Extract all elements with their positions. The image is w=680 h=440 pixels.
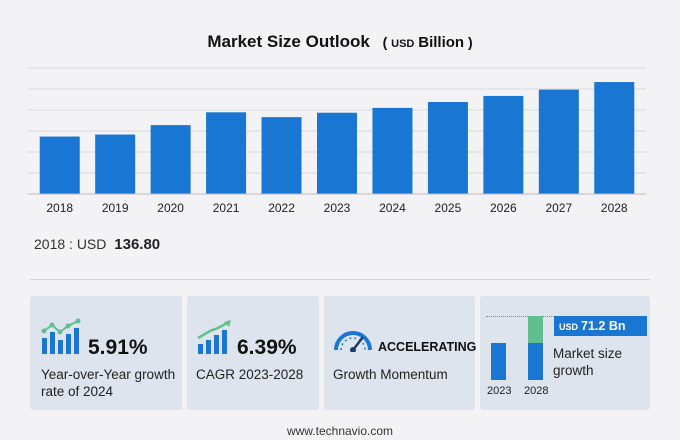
growth-bar-2023	[491, 343, 506, 380]
growth-description: Market size growth	[553, 346, 623, 378]
bar-2019	[95, 134, 136, 194]
momentum-card: ACCELERATING Growth Momentum	[324, 296, 477, 410]
unit-currency: USD	[391, 38, 415, 50]
base-year-value: 2018 : USD 136.80	[34, 236, 160, 253]
rising-bars-icon	[197, 320, 231, 354]
x-tick-label-2020: 2020	[157, 201, 184, 215]
bar-chart: 2018 2019 2020 2021 2022 2023 2024 2025 2026 2027…	[28, 67, 646, 215]
bar-2027	[538, 89, 579, 194]
x-tick-label-2023: 2023	[324, 201, 351, 215]
x-tick-label-2018: 2018	[46, 201, 73, 215]
bar-2022	[261, 117, 302, 194]
cagr-description: CAGR 2023-2028	[196, 367, 304, 382]
x-tick-label-2026: 2026	[490, 201, 517, 215]
growth-card: 2023 2028 USD 71.2 Bn Market size growth	[480, 296, 650, 410]
bar-2021	[206, 112, 247, 194]
momentum-description: Growth Momentum	[333, 367, 448, 382]
growth-badge-value: 71.2 Bn	[581, 319, 626, 333]
x-tick-label-2024: 2024	[379, 201, 406, 215]
yoy-value: 5.91%	[88, 336, 148, 359]
x-tick-label-2025: 2025	[435, 201, 462, 215]
x-tick-label-2028: 2028	[601, 201, 628, 215]
bar-2023	[317, 112, 357, 194]
growth-bar-2028	[528, 343, 543, 380]
growth-year-b: 2028	[524, 385, 549, 397]
bar-2020	[150, 125, 191, 194]
cagr-card: 6.39% CAGR 2023-2028	[187, 296, 319, 410]
growth-increment-bar	[528, 316, 543, 343]
section-divider	[30, 279, 650, 280]
cagr-value: 6.39%	[237, 336, 297, 359]
footer-url: www.technavio.com	[286, 424, 394, 438]
bar-2024	[372, 107, 413, 194]
momentum-value: ACCELERATING	[378, 340, 477, 354]
growth-badge-currency: USD	[559, 322, 579, 332]
growth-year-a: 2023	[487, 385, 512, 397]
x-tick-label-2027: 2027	[545, 201, 572, 215]
yoy-description: Year-over-Year growth rate of 2024	[41, 367, 176, 399]
speedometer-icon	[334, 331, 372, 352]
unit-scale: Billion	[418, 34, 465, 51]
base-year-number: 136.80	[114, 236, 161, 253]
growth-reference-line	[486, 316, 556, 317]
x-tick-label-2022: 2022	[268, 201, 295, 215]
bar-2025	[427, 102, 468, 194]
bar-2026	[483, 95, 524, 194]
growth-chart-icon	[41, 318, 81, 354]
yoy-card: 5.91% Year-over-Year growth rate of 2024	[30, 296, 182, 410]
x-tick-label-2021: 2021	[213, 201, 240, 215]
title-main: Market Size Outlook	[207, 32, 370, 51]
x-tick-label-2019: 2019	[102, 201, 129, 215]
bar-2018	[39, 136, 80, 194]
title-unit: ( USD Billion )	[382, 34, 473, 51]
bar-2028	[594, 82, 635, 194]
base-year-label: 2018 : USD	[34, 236, 107, 252]
growth-badge: USD 71.2 Bn	[554, 316, 647, 336]
chart-title: Market Size Outlook ( USD Billion )	[0, 32, 680, 52]
